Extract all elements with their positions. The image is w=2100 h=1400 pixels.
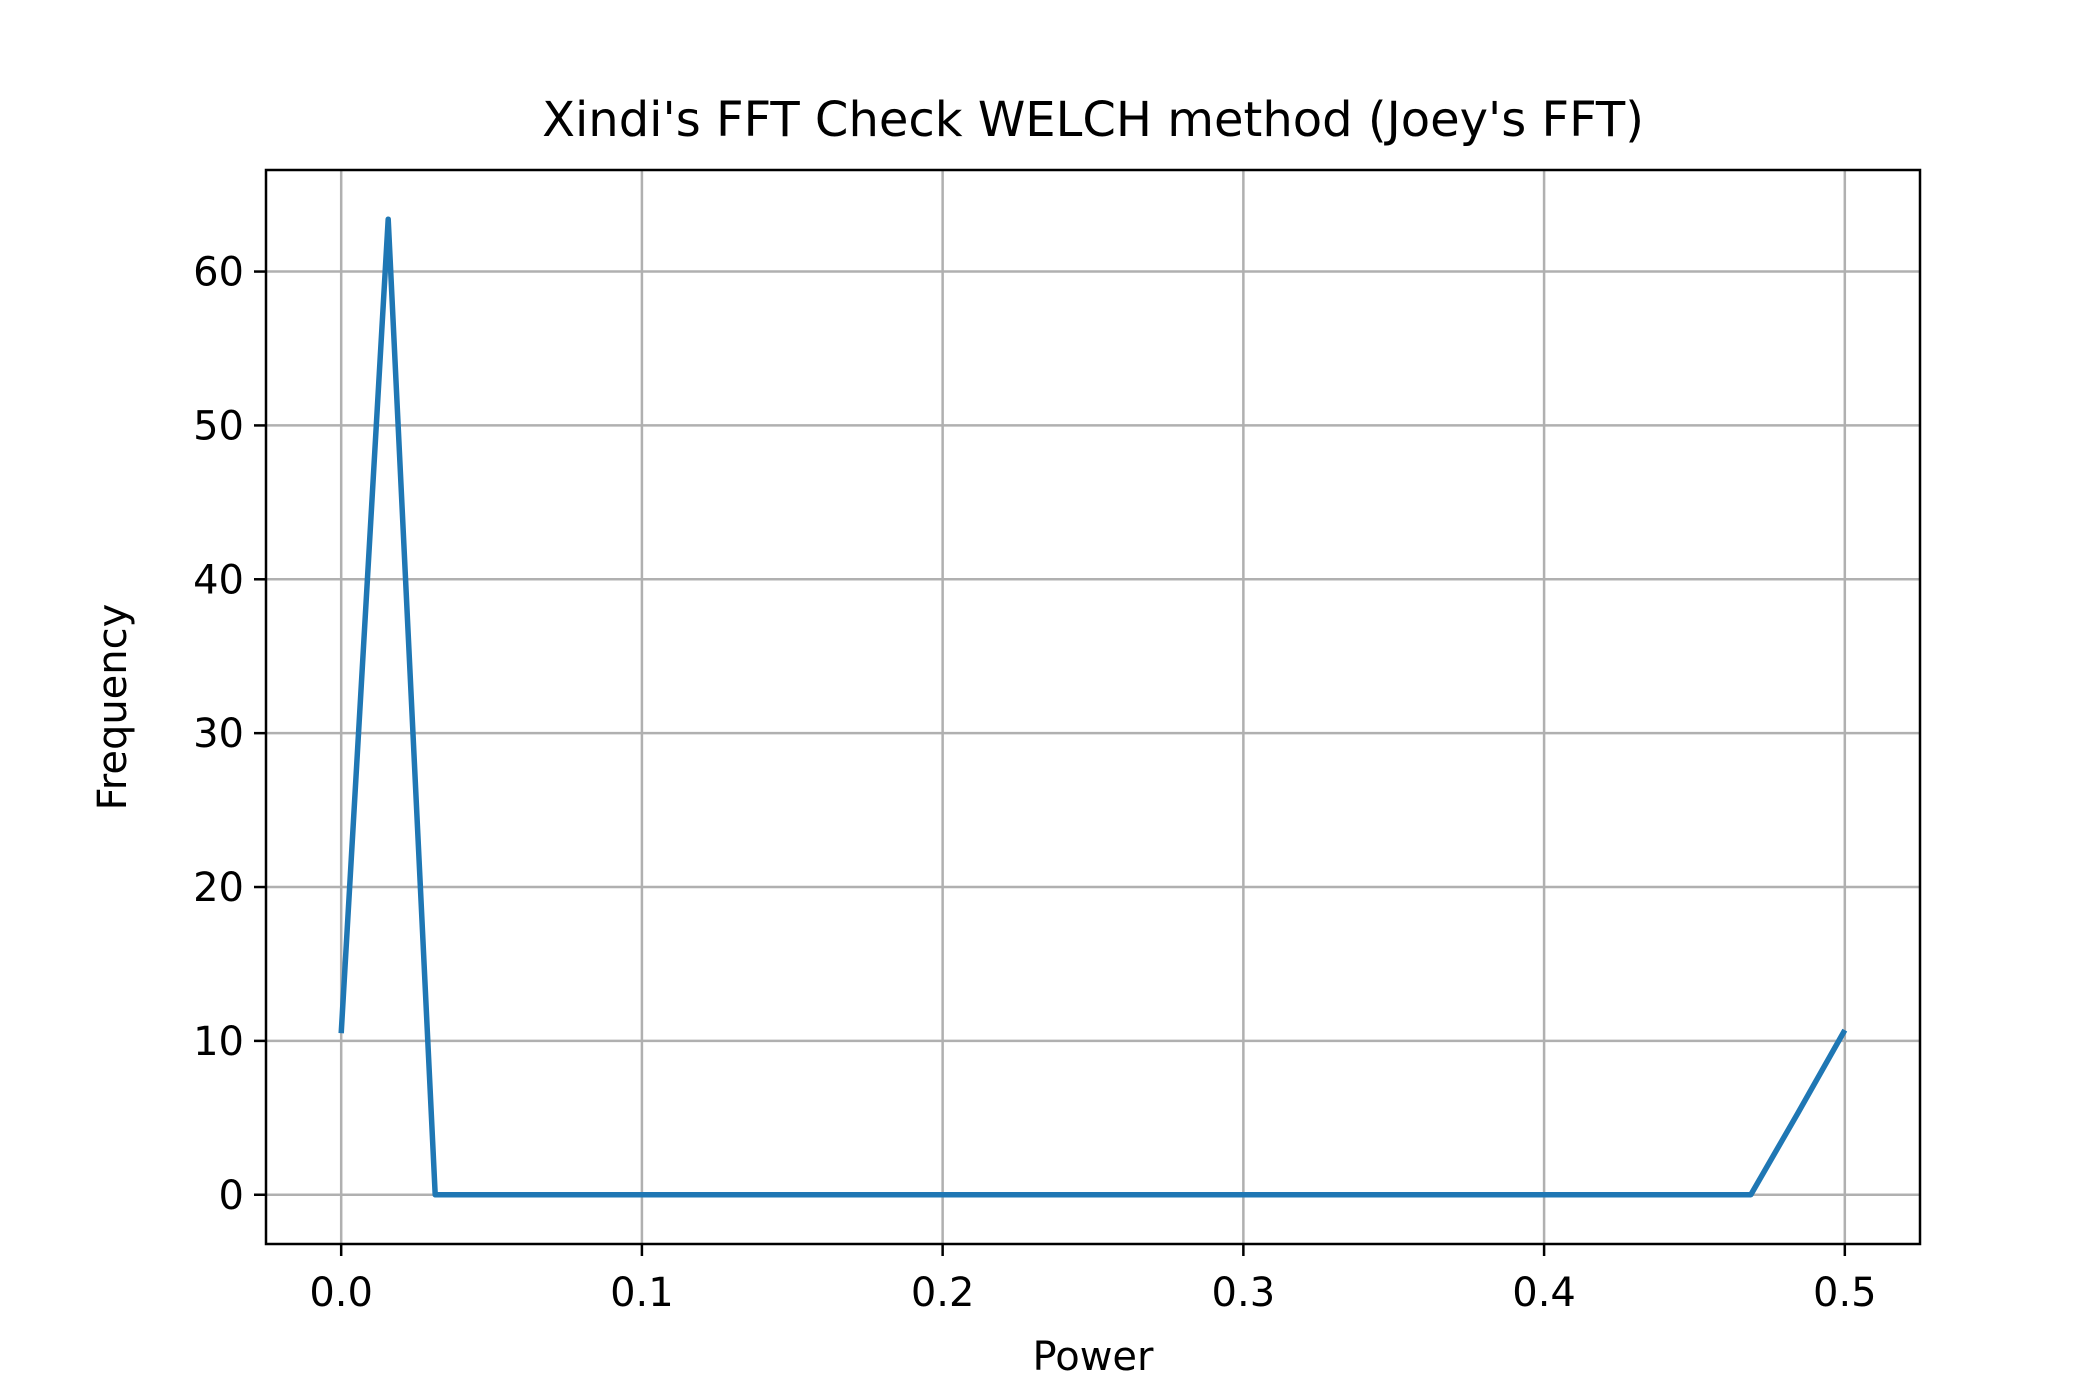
series-line (338, 216, 1848, 1198)
chart-title: Xindi's FFT Check WELCH method (Joey's F… (542, 92, 1644, 148)
x-axis-title: Power (1033, 1334, 1154, 1380)
y-tick-label: 40 (193, 557, 244, 603)
y-tick-label: 50 (193, 403, 244, 449)
grid (266, 170, 1920, 1244)
y-tick-label: 20 (193, 865, 244, 911)
y-tick-label: 0 (219, 1173, 244, 1219)
y-tick-label: 60 (193, 250, 244, 296)
y-tick-label: 30 (193, 711, 244, 757)
x-tick-label: 0.5 (1813, 1270, 1877, 1316)
ticks: 0.0 0.1 0.2 0.3 0.4 0.5 0 10 20 30 40 50 60 (193, 250, 1877, 1316)
y-tick-label: 10 (193, 1019, 244, 1065)
x-tick-label: 0.0 (309, 1270, 373, 1316)
plot-frame (264, 168, 1922, 1246)
series-layer (338, 216, 1848, 1198)
y-axis-title: Frequency (90, 604, 136, 811)
x-tick-label: 0.4 (1512, 1270, 1576, 1316)
x-tick-label: 0.2 (911, 1270, 975, 1316)
x-tick-label: 0.1 (610, 1270, 674, 1316)
x-tick-label: 0.3 (1212, 1270, 1276, 1316)
